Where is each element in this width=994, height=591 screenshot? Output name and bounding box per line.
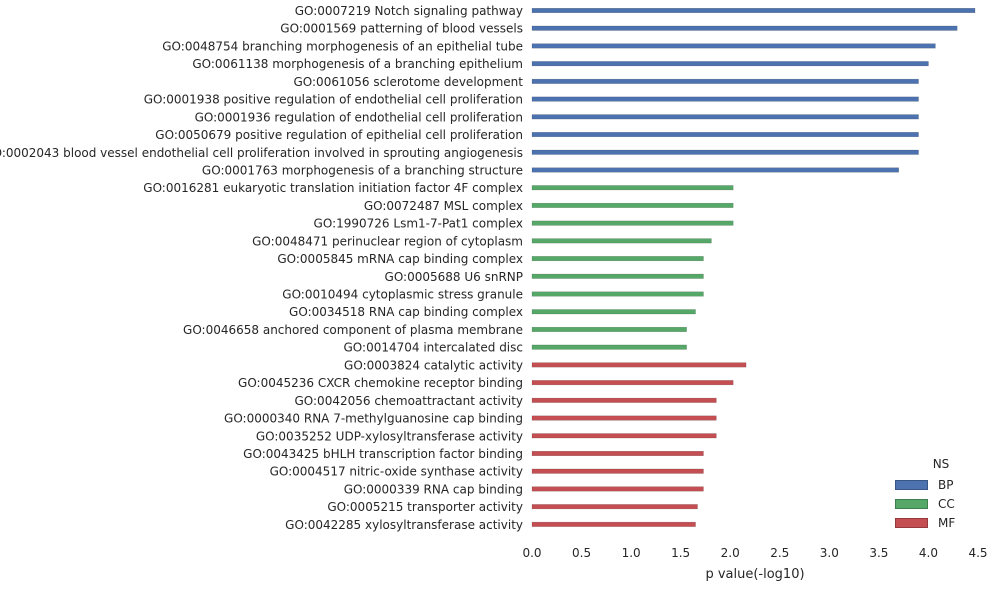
bar-mf-2	[531, 397, 717, 403]
legend-label-bp: BP	[938, 477, 954, 492]
category-label: GO:0048471 perinuclear region of cytopla…	[252, 234, 523, 248]
bar-cc-2	[531, 220, 734, 226]
category-label: GO:0001763 morphogenesis of a branching …	[202, 163, 523, 177]
category-label: GO:0061138 morphogenesis of a branching …	[192, 57, 523, 71]
category-label: GO:1990726 Lsm1-7-Pat1 complex	[314, 217, 523, 231]
category-label: GO:0043425 bHLH transcription factor bin…	[243, 447, 523, 461]
category-label: GO:0061056 sclerotome development	[293, 75, 523, 89]
category-label: GO:0007219 Notch signaling pathway	[295, 4, 523, 18]
bar-mf-1	[531, 380, 734, 386]
x-tick-label: 2.0	[721, 546, 740, 560]
x-tick-label: 3.0	[820, 546, 839, 560]
legend-item-mf: MF	[895, 513, 987, 532]
bar-cc-6	[531, 291, 704, 297]
category-label: GO:0045236 CXCR chemokine receptor bindi…	[238, 376, 523, 390]
category-label: GO:0010494 cytoplasmic stress granule	[282, 288, 523, 302]
legend-title: NS	[932, 457, 950, 471]
bar-cc-4	[531, 256, 704, 262]
bar-cc-9	[531, 344, 687, 350]
legend-swatch-mf	[895, 517, 928, 528]
category-label: GO:0001936 regulation of endothelial cel…	[195, 110, 523, 124]
bar-cc-0	[531, 185, 734, 191]
category-label: GO:0000339 RNA cap binding	[344, 482, 523, 496]
legend-item-cc: CC	[895, 494, 987, 513]
category-label: GO:0034518 RNA cap binding complex	[289, 305, 523, 319]
bar-cc-8	[531, 326, 687, 332]
x-axis-label: p value(-log10)	[705, 567, 804, 582]
legend-label-mf: MF	[938, 515, 956, 530]
bar-cc-5	[531, 273, 704, 279]
bar-mf-5	[531, 451, 704, 456]
x-tick-label: 1.5	[671, 546, 690, 560]
category-label: GO:0001569 patterning of blood vessels	[280, 22, 523, 36]
bar-mf-9	[531, 521, 696, 527]
bar-bp-8	[531, 149, 919, 155]
x-tick-label: 0.0	[522, 546, 541, 560]
x-tick-label: 2.5	[770, 546, 789, 560]
legend-swatch-bp	[895, 479, 928, 490]
x-tick-label: 3.5	[869, 546, 888, 560]
x-tick-label: 0.5	[572, 546, 591, 560]
category-label: GO:0000340 RNA 7-methylguanosine cap bin…	[224, 412, 523, 426]
bar-mf-4	[531, 433, 717, 439]
category-label: GO:0002043 blood vessel endothelial cell…	[0, 146, 523, 160]
category-label: GO:0004517 nitric-oxide synthase activit…	[270, 465, 523, 479]
category-label: GO:0016281 eukaryotic translation initia…	[143, 181, 523, 195]
bar-bp-2	[531, 43, 936, 49]
bar-cc-7	[531, 309, 696, 315]
category-label: GO:0042285 xylosyltransferase activity	[285, 518, 523, 532]
category-label: GO:0001938 positive regulation of endoth…	[144, 93, 523, 107]
bar-mf-7	[531, 486, 704, 492]
bar-mf-8	[531, 504, 698, 510]
category-label: GO:0042056 chemoattractant activity	[294, 394, 523, 408]
category-label: GO:0035252 UDP-xylosyltransferase activi…	[256, 429, 523, 443]
bar-cc-1	[531, 202, 734, 208]
category-label: GO:0046658 anchored component of plasma …	[183, 323, 523, 337]
bar-bp-7	[531, 132, 919, 138]
bar-mf-6	[531, 468, 704, 474]
category-label: GO:0072487 MSL complex	[364, 199, 523, 213]
bar-bp-9	[531, 167, 899, 173]
legend-swatch-cc	[895, 498, 928, 509]
legend-label-cc: CC	[938, 496, 955, 511]
category-label: GO:0005845 mRNA cap binding complex	[277, 252, 523, 266]
bar-cc-3	[531, 238, 712, 244]
legend-item-bp: BP	[895, 475, 987, 494]
bar-bp-5	[531, 96, 919, 102]
bar-bp-4	[531, 78, 919, 84]
bar-bp-1	[531, 25, 958, 31]
x-tick-label: 4.0	[919, 546, 938, 560]
bar-bp-0	[531, 8, 976, 13]
category-label: GO:0048754 branching morphogenesis of an…	[162, 39, 523, 53]
category-label: GO:0014704 intercalated disc	[344, 341, 524, 355]
bar-mf-3	[531, 415, 717, 421]
bar-mf-0	[531, 362, 747, 368]
category-label: GO:0003824 catalytic activity	[344, 358, 523, 372]
category-label: GO:0050679 positive regulation of epithe…	[155, 128, 523, 142]
bar-bp-6	[531, 114, 919, 120]
x-tick-label: 1.0	[622, 546, 641, 560]
legend: NS BP CC MF	[895, 457, 987, 532]
bar-bp-3	[531, 61, 929, 67]
category-label: GO:0005215 transporter activity	[327, 500, 523, 514]
category-label: GO:0005688 U6 snRNP	[385, 270, 523, 284]
x-tick-label: 4.5	[968, 546, 987, 560]
